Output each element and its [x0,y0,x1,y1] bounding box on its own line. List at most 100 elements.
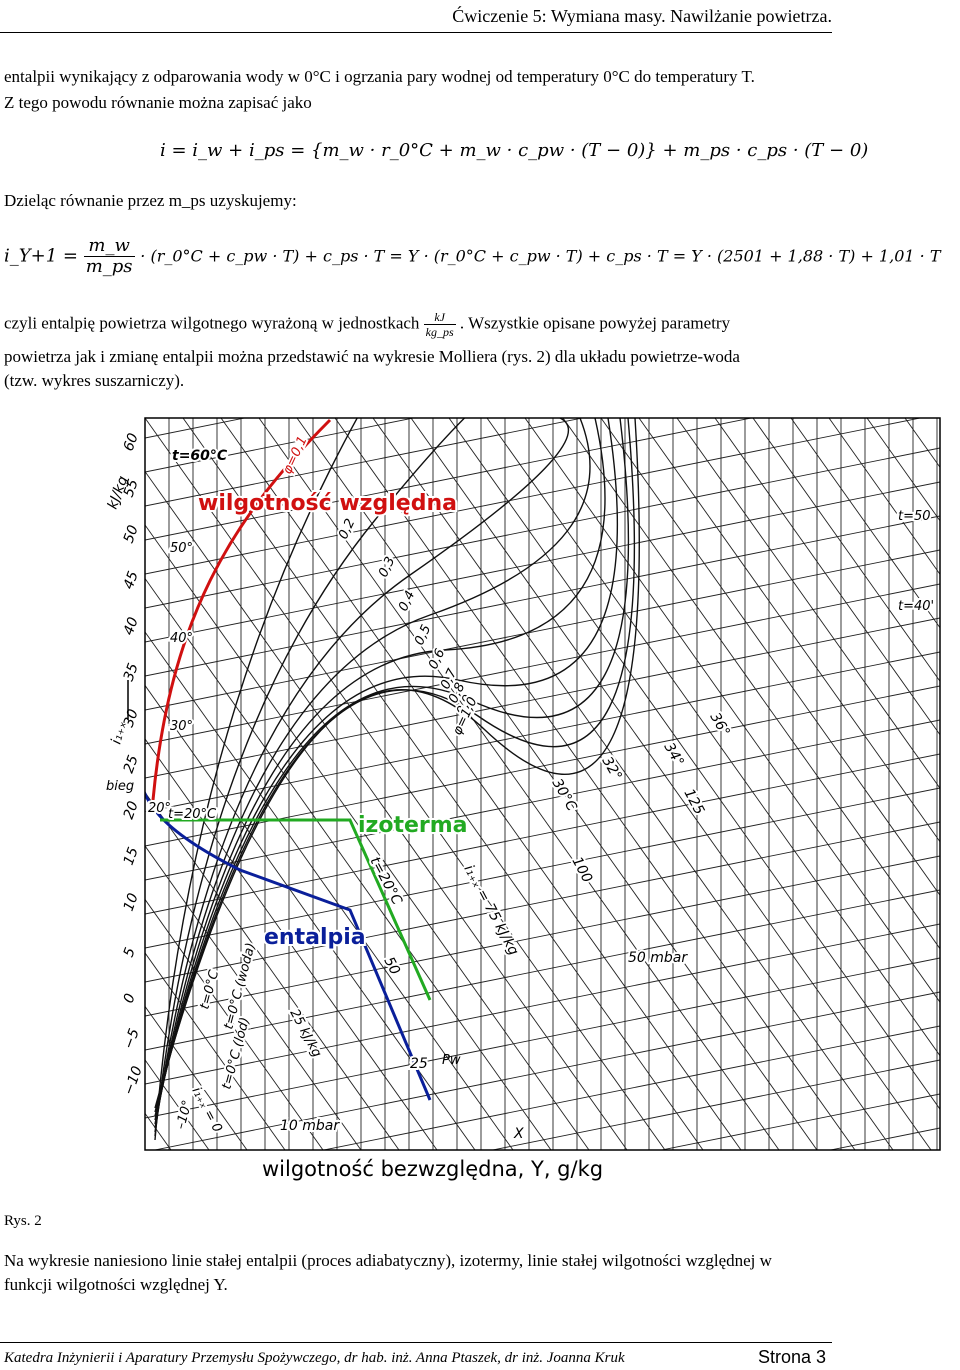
y-tick-label: 45 [121,569,142,591]
isotherm-grid-line [145,1196,940,1356]
header-title: Ćwiczenie 5: Wymiana masy. Nawilżanie po… [452,6,832,26]
enthalpy-line [220,418,742,1150]
isotherm-grid-line [145,753,940,915]
y-tick-label: 50 [121,523,142,545]
y-tick-label: 30 [121,707,142,729]
x-axis-title: wilgotność bezwzględna, Y, g/kg [262,1157,603,1181]
rh-curve [154,418,570,1133]
enthalpy-line [448,418,940,1110]
isotherm-grid-line [145,244,940,404]
body-line-1b: . Wszystkie opisane powyżej parametry [459,313,731,333]
equation-2-numerator: m_w [83,236,135,257]
isotherm-grid-line [145,447,940,609]
enthalpy-line [145,1005,248,1150]
footer-rule [0,1342,832,1343]
body-line-3: (tzw. wykres suszarniczy). [4,371,185,390]
enthalpy-label: entalpia [264,925,366,950]
page-header: Ćwiczenie 5: Wymiana masy. Nawilżanie po… [0,0,960,34]
body-line-1a: czyli entalpię powietrza wilgotnego wyra… [4,313,420,333]
enthalpy-label-75: i₁₊ₓ = 75 kJ/kg [460,862,521,958]
isotherm-grid-line [145,1162,940,1322]
y-tick-label: 10 [121,891,142,913]
isotherm-grid-line [321,1025,940,1150]
rh-curve [154,418,480,1141]
isotherm-grid-line [145,515,940,677]
enthalpy-value-label: 50 [380,954,403,977]
enthalpy-line [145,845,362,1150]
temperature-label: 36° [707,710,733,740]
unit-numerator: kJ [423,310,456,325]
equation-2-rhs: · (r_0°C + c_pw · T) + c_ps · T = Y · (r… [140,246,941,266]
isotherm-grid-line [145,418,754,541]
footer-text: Katedra Inżynierii i Aparatury Przemysłu… [4,1350,625,1366]
isotherm-grid-line [145,418,416,473]
enthalpy-line [334,418,856,1150]
isotherm-grid-line [145,108,940,268]
isotherm-grid-line [145,74,940,234]
rh-value-label: 0,5 [412,623,434,648]
isotherm-grid-line [145,957,940,1119]
enthalpy-line [145,470,628,1150]
y-tick-label: 60 [121,431,142,453]
isotherm-grid-line [145,418,247,439]
rh-curve [154,418,606,1125]
enthalpy-line [676,418,940,790]
enthalpy-line [524,418,940,1003]
conclusion-line-2: funkcji wilgotności względnej Y. [4,1275,228,1294]
y-tick-label: 40 [121,615,142,637]
rh-curve [154,418,636,1113]
pw-label: Pw [442,1053,461,1068]
temperature-label: 34° [661,740,687,770]
page-number: Strona 3 [758,1347,827,1367]
enthalpy-value-label: 100 [568,854,595,885]
equation-2-denominator: m_ps [85,256,133,277]
isotherm-grid-line [152,991,940,1150]
enthalpy-line [0,418,95,1150]
enthalpy-line [296,418,818,1150]
isotherm-label: izoterma [358,813,468,838]
equation-2-fraction: m_w m_ps [83,236,135,277]
bieg-label: bieg [106,779,134,794]
isotherm-grid-line [145,0,940,98]
enthalpy-line [145,1059,210,1150]
equation-2: i_Y+1 = m_w m_ps · (r_0°C + c_pw · T) + … [4,236,940,277]
figure-caption: Rys. 2 [4,1213,42,1229]
y-axis-label: i₁₊ₓ [108,720,129,746]
enthalpy-value-label: 25 [410,1056,428,1072]
plot-frame [144,417,941,1151]
rh-curve [154,418,630,1117]
x-label: X [513,1126,524,1142]
isotherm-grid-line [145,821,940,983]
y-tick-label: 5 [121,945,139,959]
isotherm-grid-line [145,583,940,745]
enthalpy-label-0: i₁₊ₓ = 0 [188,1085,224,1135]
rh-label: wilgotność względna [198,491,457,516]
enthalpy-line [145,791,400,1150]
enthalpy-line [145,577,552,1150]
enthalpy-line [638,418,940,843]
enthalpy-line [145,684,476,1150]
enthalpy-line [752,418,940,683]
rh-curve [154,418,640,1109]
enthalpy-line [714,418,940,736]
chart-labels: 605550454035302520151050−5−10kJ/kgi₁₊ₓbi… [105,431,936,1181]
isotherm-line-green [160,818,432,1001]
y-tick-label: 25 [121,753,142,775]
pressure-label-10: 10 mbar [280,1118,340,1134]
isotherm-grid-line [145,787,940,949]
isotherm-label-t20: t=20°C [168,807,217,822]
isotherm-label-t0: t=0°C [197,968,222,1011]
isotherm-grid-line [145,549,940,711]
rh-value-label: 0,4 [396,589,418,614]
conclusion-line-1: Na wykresie naniesiono linie stałej enta… [4,1251,772,1270]
isotherm-label-t40: t=40' [898,599,934,614]
pressure-label-50: 50 mbar [628,950,688,966]
isotherm-grid-line [145,889,940,1051]
equation-2-lhs: i_Y+1 = [4,245,78,267]
y-tick-label: 0 [121,991,139,1005]
unit-denominator: kg_ps [425,325,454,339]
rh-curve-red [151,418,332,801]
rh-curve [154,418,619,1121]
enthalpy-line [145,898,324,1150]
